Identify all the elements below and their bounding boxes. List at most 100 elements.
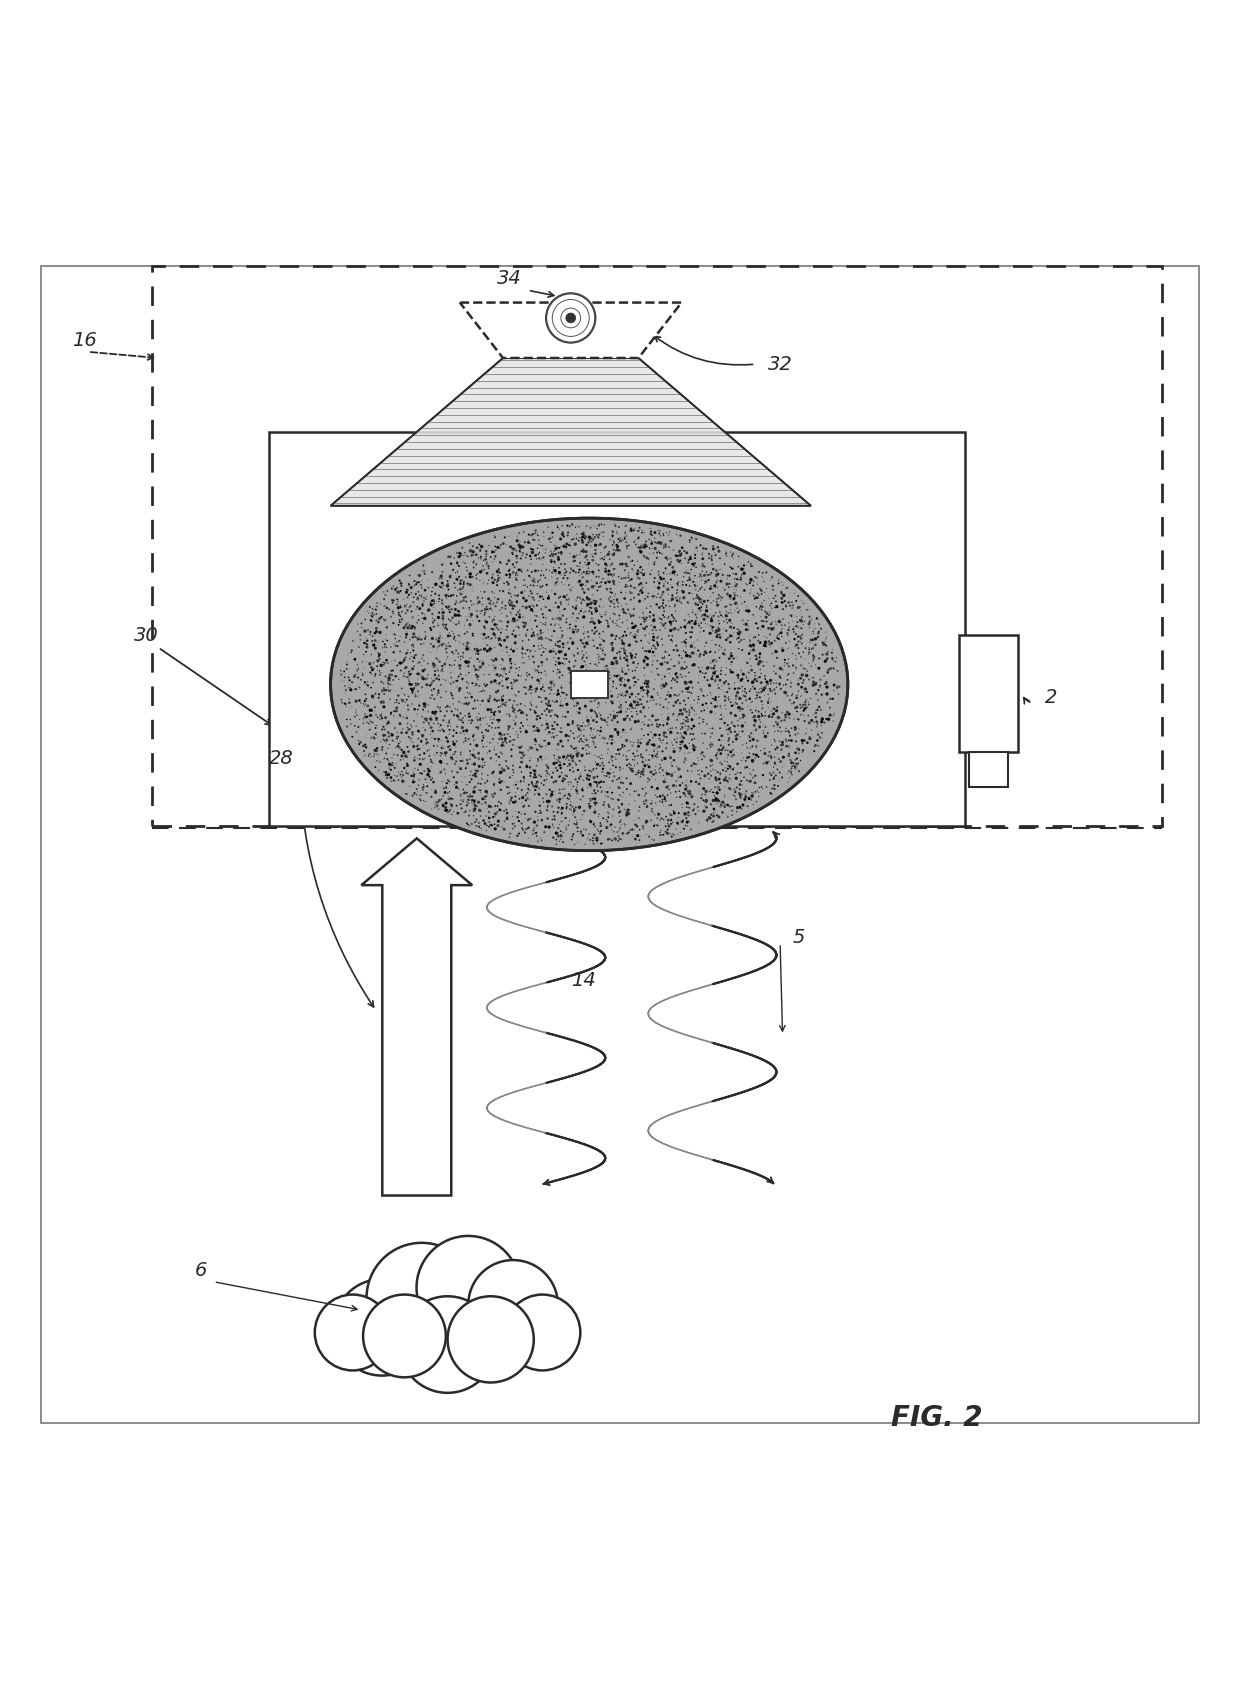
Point <box>439 606 459 633</box>
Point <box>744 632 764 659</box>
Point <box>399 659 419 686</box>
Point <box>446 720 466 747</box>
Point <box>580 826 600 853</box>
Point <box>491 790 511 817</box>
Point <box>516 674 536 701</box>
Point <box>444 652 464 679</box>
Point <box>362 603 382 630</box>
Point <box>413 770 433 797</box>
Point <box>558 522 578 549</box>
Point <box>432 552 451 579</box>
Point <box>652 747 672 774</box>
Point <box>574 630 594 657</box>
Point <box>403 632 423 659</box>
Point <box>702 605 722 632</box>
Point <box>742 652 761 679</box>
Point <box>544 723 564 750</box>
Point <box>635 637 655 664</box>
Point <box>657 782 677 809</box>
Point <box>717 598 737 625</box>
Point <box>487 589 507 616</box>
Point <box>554 571 574 598</box>
Point <box>720 591 740 618</box>
Point <box>755 713 775 740</box>
Point <box>604 610 624 637</box>
Point <box>424 768 444 796</box>
Point <box>409 767 429 794</box>
Point <box>692 603 712 630</box>
Point <box>573 735 593 762</box>
Point <box>730 760 750 787</box>
Point <box>613 659 632 686</box>
Point <box>501 655 521 682</box>
Point <box>404 654 424 681</box>
Point <box>672 809 692 836</box>
Point <box>603 517 622 544</box>
Point <box>616 704 636 731</box>
Point <box>480 730 500 757</box>
Point <box>587 684 606 711</box>
Point <box>706 763 725 790</box>
Point <box>558 811 578 838</box>
Point <box>549 640 569 667</box>
Point <box>782 691 802 718</box>
Point <box>727 760 746 787</box>
Point <box>713 574 733 601</box>
Point <box>575 753 595 780</box>
Point <box>613 596 632 623</box>
Point <box>413 600 433 627</box>
Point <box>539 583 559 610</box>
Point <box>506 623 526 650</box>
Point <box>625 613 645 640</box>
Point <box>742 720 761 747</box>
Point <box>503 535 523 562</box>
Point <box>588 652 608 679</box>
Point <box>568 672 588 699</box>
Point <box>655 785 675 812</box>
Point <box>789 583 808 610</box>
Point <box>502 676 522 703</box>
Point <box>689 770 709 797</box>
Point <box>670 588 689 615</box>
Point <box>376 704 396 731</box>
Point <box>547 747 567 774</box>
Point <box>362 654 382 681</box>
Point <box>681 669 701 696</box>
Point <box>579 767 599 794</box>
Point <box>508 598 528 625</box>
Point <box>568 757 588 784</box>
Point <box>666 660 686 687</box>
Point <box>432 562 451 589</box>
Point <box>441 596 461 623</box>
Point <box>616 529 636 556</box>
Point <box>367 720 387 747</box>
Point <box>621 573 641 600</box>
Point <box>615 642 635 669</box>
Point <box>534 698 554 725</box>
Point <box>745 745 765 772</box>
Point <box>657 681 677 708</box>
Point <box>542 713 562 740</box>
Point <box>490 564 510 591</box>
Point <box>471 546 491 573</box>
Point <box>491 620 511 647</box>
Point <box>777 574 797 601</box>
Point <box>356 633 376 660</box>
Point <box>800 665 820 692</box>
Point <box>711 760 730 787</box>
Point <box>722 792 742 819</box>
Point <box>657 546 677 573</box>
Point <box>644 539 663 566</box>
Point <box>547 512 567 539</box>
Point <box>547 660 567 687</box>
Point <box>552 775 572 802</box>
Point <box>412 605 432 632</box>
Point <box>618 799 637 826</box>
Point <box>681 623 701 650</box>
Point <box>618 821 637 848</box>
Point <box>649 733 668 760</box>
Point <box>615 640 635 667</box>
Point <box>523 735 543 762</box>
Point <box>713 640 733 667</box>
Point <box>398 664 418 691</box>
